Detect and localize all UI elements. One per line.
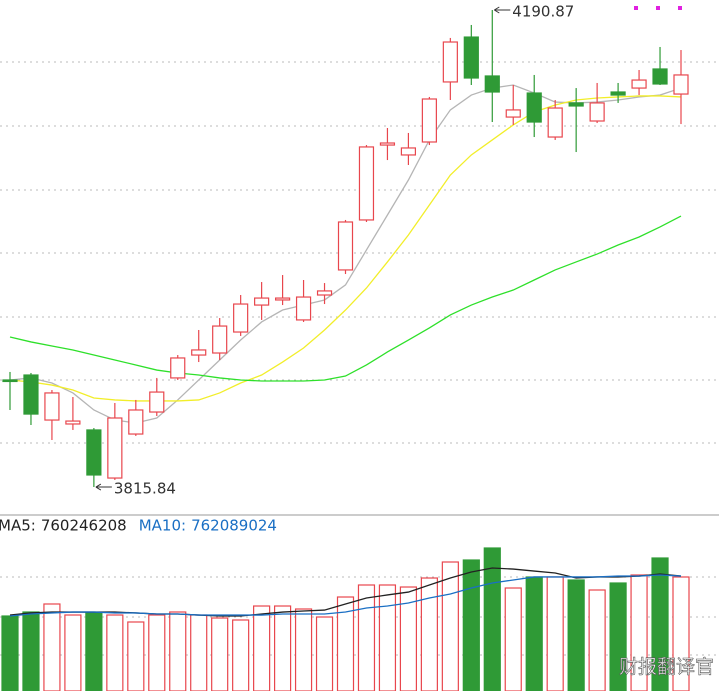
candle-body [358, 146, 375, 221]
candle-body [170, 357, 186, 379]
candle-body [86, 429, 102, 476]
volume-bar [22, 611, 40, 691]
candle-body [2, 379, 18, 383]
volume-bar [148, 614, 166, 691]
annotation-label: 3815.84 [114, 480, 176, 498]
ma-line [9, 95, 682, 402]
candle-body [652, 68, 668, 85]
volume-bar [651, 557, 669, 691]
volume-bar [232, 619, 250, 691]
candle-body [442, 41, 458, 83]
volume-bar [1, 615, 19, 691]
candle-body [128, 409, 144, 435]
candle-body [274, 297, 291, 301]
candle-body [295, 296, 312, 321]
volume-bar [106, 614, 124, 691]
candle-body [337, 221, 354, 271]
candle-body [547, 107, 563, 138]
volume-bar [64, 614, 82, 691]
volume-bar [315, 616, 334, 691]
candle-body [212, 325, 228, 354]
volume-bar [504, 587, 522, 691]
volume-bar [253, 605, 271, 691]
annotation-arrow [95, 483, 112, 491]
candle-body [505, 109, 521, 118]
volume-bar [399, 586, 418, 691]
volume-bar [169, 611, 187, 691]
candle-body [379, 142, 396, 146]
volume-ma-line [9, 574, 682, 617]
candle-body [589, 102, 605, 122]
volume-bar [567, 579, 585, 691]
candle-body [463, 36, 479, 79]
candle-body [191, 349, 207, 356]
candle-body [23, 374, 39, 415]
watermark: 财报翻译官 [619, 656, 714, 678]
volume-bar [588, 589, 606, 691]
candle-body [400, 147, 417, 156]
candle-body [316, 290, 333, 296]
volume-bar [609, 582, 627, 691]
candle-body [610, 91, 626, 96]
candle-body [421, 98, 437, 143]
volume-bar [441, 561, 459, 691]
volume-bar [357, 584, 376, 691]
candle-body [673, 74, 689, 95]
candle-body [631, 79, 647, 89]
volume-bar [273, 605, 292, 691]
volume-bar [462, 559, 480, 691]
legend-value: 760246208 [41, 517, 127, 535]
volume-bar [546, 576, 564, 691]
dot [634, 6, 638, 10]
volume-bar [85, 612, 103, 691]
volume-bar [294, 608, 313, 691]
legend-name: MA10: [139, 517, 186, 535]
volume-bar [211, 617, 229, 691]
volume-bar [190, 614, 208, 691]
annotation-label: 4190.87 [512, 2, 574, 20]
volume-bar [127, 621, 145, 691]
volume-bar [43, 603, 61, 691]
volume-bar [420, 577, 438, 691]
candle-body [107, 417, 123, 479]
dot [678, 6, 682, 10]
ma-line [9, 215, 682, 382]
candle-body [254, 297, 270, 306]
candle-body [149, 391, 165, 413]
dot [656, 6, 660, 10]
candle-body [44, 392, 60, 421]
candle-body [65, 420, 81, 425]
legend-value: 762089024 [191, 517, 277, 535]
volume-bar [378, 584, 397, 691]
candle-body [233, 303, 249, 333]
candle-body [484, 75, 500, 93]
candle-body [526, 92, 542, 123]
legend-name: MA5: [0, 517, 36, 535]
volume-bar [525, 576, 543, 691]
annotation-arrow [494, 6, 511, 14]
candle-body [568, 102, 584, 107]
dots [634, 6, 682, 10]
